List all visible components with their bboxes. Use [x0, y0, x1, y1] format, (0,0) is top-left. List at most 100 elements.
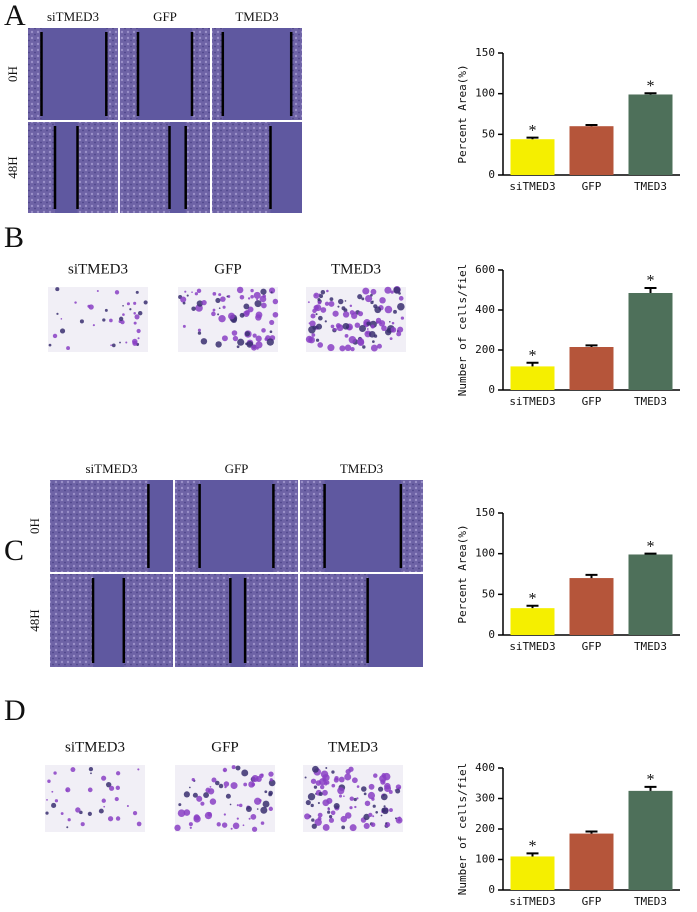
cell [74, 301, 77, 304]
cell [363, 813, 370, 821]
cell [331, 783, 336, 788]
cell [399, 819, 401, 822]
cell [308, 322, 311, 324]
cell [372, 815, 375, 818]
y-axis-label: Percent Area(%) [456, 64, 469, 163]
cell [226, 295, 229, 298]
cell [344, 812, 352, 819]
cell [374, 306, 382, 314]
cell [260, 821, 265, 825]
cell [380, 779, 386, 785]
cell [253, 291, 261, 299]
cell [397, 302, 405, 311]
panel-letter: C [4, 534, 24, 567]
cell [211, 777, 217, 783]
column-label: GFP [153, 9, 177, 24]
cell [137, 310, 143, 316]
cell [341, 306, 346, 311]
cell [80, 822, 85, 827]
cell [229, 803, 232, 806]
error-bar [585, 573, 598, 579]
cell [272, 298, 279, 305]
cell [389, 808, 393, 812]
cell [98, 808, 104, 814]
cell [372, 300, 374, 303]
cell [133, 301, 137, 305]
cell [218, 783, 224, 789]
cell [339, 345, 346, 352]
cell [254, 300, 262, 308]
cell [322, 799, 330, 807]
cell [338, 794, 343, 798]
cell [115, 785, 120, 790]
cell [378, 320, 386, 327]
cell [354, 805, 357, 809]
cell [118, 316, 124, 322]
bar [569, 578, 614, 635]
cell [67, 818, 71, 822]
cell [364, 800, 371, 807]
cell [87, 811, 92, 816]
cell [186, 294, 189, 297]
cell [327, 807, 331, 811]
cell [136, 821, 142, 827]
cell [317, 812, 323, 818]
cell [111, 343, 116, 348]
error-bar [585, 123, 598, 127]
cell [384, 782, 391, 790]
cell [353, 311, 357, 314]
column-label: siTMED3 [68, 261, 128, 277]
cell [182, 301, 186, 305]
cell [330, 324, 335, 329]
bar [628, 94, 673, 175]
y-tick-label: 600 [475, 263, 495, 276]
error-bar [585, 344, 598, 347]
row-label: 48H [27, 609, 42, 631]
cell [52, 333, 58, 339]
x-tick-label: TMED3 [634, 395, 667, 408]
cell [389, 337, 393, 341]
cell [398, 816, 401, 819]
error-bar [526, 604, 539, 609]
cell [312, 765, 319, 773]
cell [197, 328, 201, 332]
cell [200, 338, 208, 345]
cell [344, 300, 347, 302]
cell [209, 798, 217, 805]
cell [188, 822, 193, 827]
cell [382, 772, 391, 781]
bar [569, 833, 614, 890]
cell [251, 826, 258, 832]
cell [340, 815, 348, 823]
significance-mark: * [529, 347, 537, 364]
micrograph [120, 122, 210, 213]
cell [307, 301, 310, 304]
error-bar [526, 852, 539, 857]
cell [324, 301, 330, 306]
cell [315, 780, 322, 786]
cell [101, 798, 106, 803]
cell [337, 305, 340, 308]
cell [393, 286, 401, 294]
cell [349, 824, 357, 832]
cell [126, 302, 130, 306]
cell [317, 816, 322, 821]
x-tick-label: GFP [582, 180, 602, 193]
cell [251, 344, 257, 351]
cell [220, 296, 226, 302]
cell [212, 308, 216, 312]
error-bar [644, 92, 657, 95]
cell [309, 320, 316, 327]
cell [322, 789, 328, 796]
cell [218, 293, 222, 297]
significance-mark: * [647, 772, 655, 789]
cell [379, 297, 386, 304]
cell [239, 294, 245, 300]
cell [384, 286, 392, 294]
cell [334, 328, 337, 331]
cell [384, 305, 393, 314]
cell [363, 792, 367, 796]
cell [46, 798, 48, 801]
cell [115, 816, 121, 821]
